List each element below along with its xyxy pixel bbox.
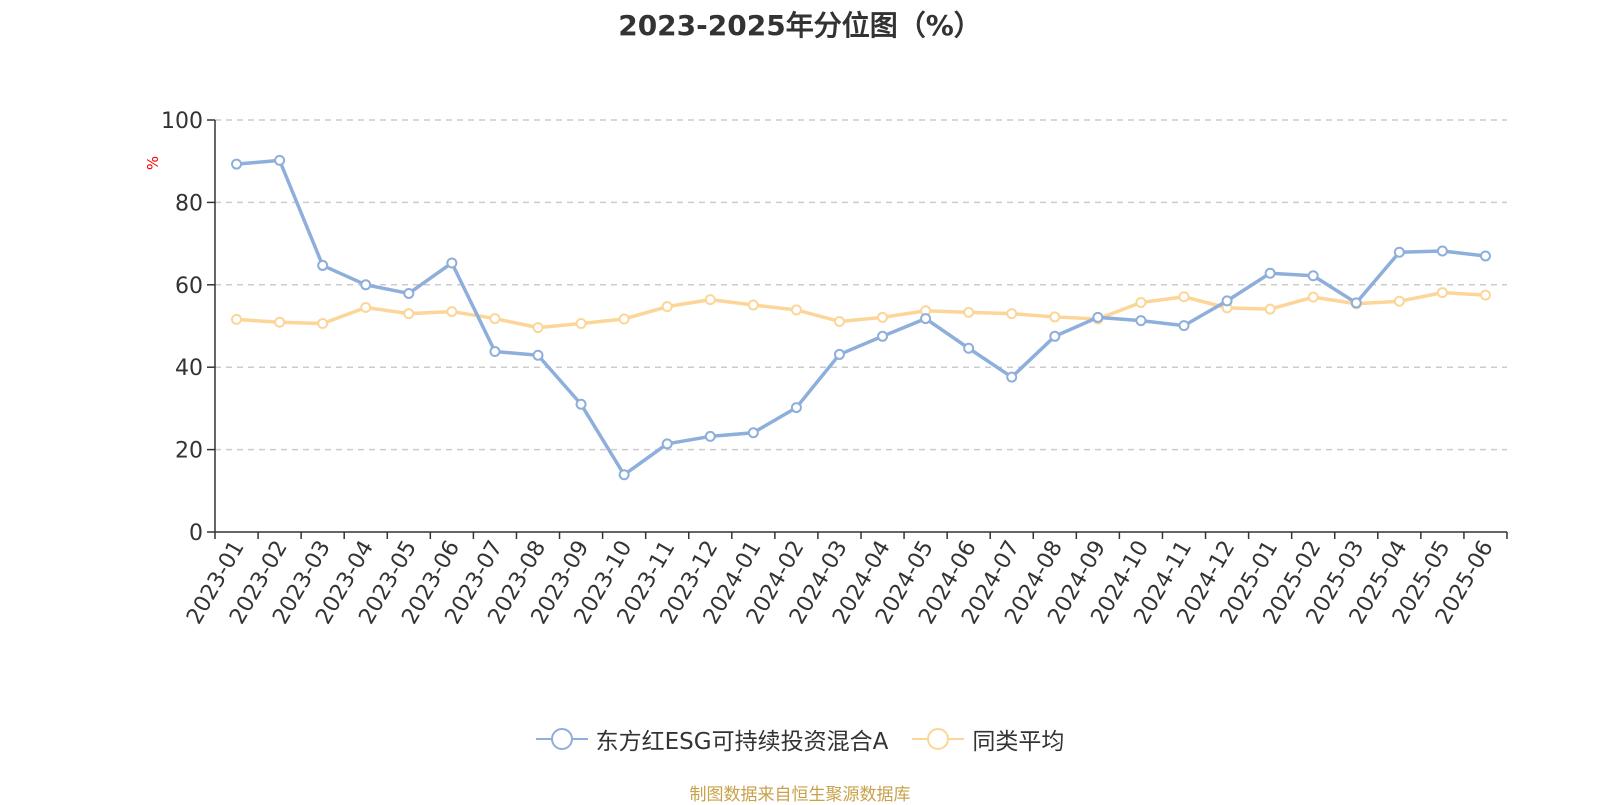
- data-point[interactable]: [1393, 295, 1405, 307]
- data-point[interactable]: [489, 313, 501, 325]
- series-0: [231, 154, 1491, 481]
- data-point[interactable]: [1006, 371, 1018, 383]
- data-point[interactable]: [1178, 320, 1190, 332]
- y-axis-unit-label: %: [144, 156, 162, 170]
- data-point[interactable]: [1350, 297, 1362, 309]
- data-point[interactable]: [1006, 308, 1018, 320]
- data-point[interactable]: [618, 469, 630, 481]
- data-point[interactable]: [575, 318, 587, 330]
- data-point[interactable]: [317, 259, 329, 271]
- data-point[interactable]: [1049, 330, 1061, 342]
- data-point[interactable]: [618, 313, 630, 325]
- data-point[interactable]: [704, 294, 716, 306]
- data-point[interactable]: [1307, 270, 1319, 282]
- y-tick-label: 100: [161, 109, 203, 134]
- y-tick-labels: 0 20 40 60 80 100: [161, 109, 203, 546]
- data-point[interactable]: [274, 154, 286, 166]
- data-point[interactable]: [1307, 291, 1319, 303]
- data-point[interactable]: [877, 330, 889, 342]
- data-point[interactable]: [1479, 289, 1491, 301]
- data-point[interactable]: [403, 308, 415, 320]
- series-lines: [231, 154, 1491, 481]
- y-tick-label: 60: [175, 274, 203, 299]
- data-point[interactable]: [1436, 245, 1448, 257]
- data-point[interactable]: [1135, 315, 1147, 327]
- data-point[interactable]: [1178, 291, 1190, 303]
- data-point[interactable]: [532, 322, 544, 334]
- axes: [207, 119, 1508, 539]
- data-point[interactable]: [661, 301, 673, 313]
- series-1: [231, 287, 1491, 334]
- data-point[interactable]: [360, 279, 372, 291]
- legend-item-fund[interactable]: 东方红ESG可持续投资混合A: [535, 722, 889, 756]
- data-point[interactable]: [661, 438, 673, 450]
- source-note: 制图数据来自恒生聚源数据库: [689, 785, 911, 805]
- grid-lines: [215, 119, 1507, 451]
- data-point[interactable]: [231, 158, 243, 170]
- series-line: [236, 158, 1486, 477]
- data-point[interactable]: [833, 315, 845, 327]
- legend-fund-label: 东方红ESG可持续投资混合A: [595, 729, 889, 755]
- y-tick-label: 40: [175, 356, 203, 381]
- chart-title: 2023-2025年分位图（%）: [618, 9, 982, 42]
- data-point[interactable]: [1264, 267, 1276, 279]
- x-tick-labels: 2023-012023-022023-032023-042023-052023-…: [182, 537, 1499, 629]
- data-point[interactable]: [575, 398, 587, 410]
- data-point[interactable]: [963, 342, 975, 354]
- legend-item-average[interactable]: 同类平均: [912, 722, 1064, 756]
- data-point[interactable]: [231, 313, 243, 325]
- data-point[interactable]: [446, 257, 458, 269]
- data-point[interactable]: [704, 430, 716, 442]
- y-tick-label: 80: [175, 191, 203, 216]
- data-point[interactable]: [532, 349, 544, 361]
- legend-average-label: 同类平均: [972, 729, 1065, 755]
- y-tick-label: 0: [189, 521, 203, 546]
- data-point[interactable]: [877, 311, 889, 323]
- series-line: [236, 290, 1486, 330]
- data-point[interactable]: [790, 304, 802, 316]
- data-point[interactable]: [1221, 295, 1233, 307]
- data-point[interactable]: [360, 301, 372, 313]
- y-tick-label: 20: [175, 439, 203, 464]
- data-point[interactable]: [1393, 246, 1405, 258]
- legend-average-line-marker-icon: [912, 728, 965, 750]
- data-point[interactable]: [747, 427, 759, 439]
- legend: 东方红ESG可持续投资混合A 同类平均: [0, 722, 1600, 756]
- legend-fund-line-marker-icon: [535, 728, 588, 750]
- data-point[interactable]: [317, 318, 329, 330]
- data-point[interactable]: [489, 346, 501, 358]
- data-point[interactable]: [446, 306, 458, 318]
- data-point[interactable]: [1049, 311, 1061, 323]
- data-point[interactable]: [747, 299, 759, 311]
- data-point[interactable]: [790, 402, 802, 414]
- data-point[interactable]: [1092, 311, 1104, 323]
- data-point[interactable]: [1135, 297, 1147, 309]
- data-point[interactable]: [1436, 287, 1448, 299]
- data-point[interactable]: [833, 348, 845, 360]
- data-point[interactable]: [920, 313, 932, 325]
- data-point[interactable]: [274, 316, 286, 328]
- data-point[interactable]: [963, 306, 975, 318]
- data-point[interactable]: [1479, 250, 1491, 262]
- data-point[interactable]: [403, 287, 415, 299]
- data-point[interactable]: [1264, 303, 1276, 315]
